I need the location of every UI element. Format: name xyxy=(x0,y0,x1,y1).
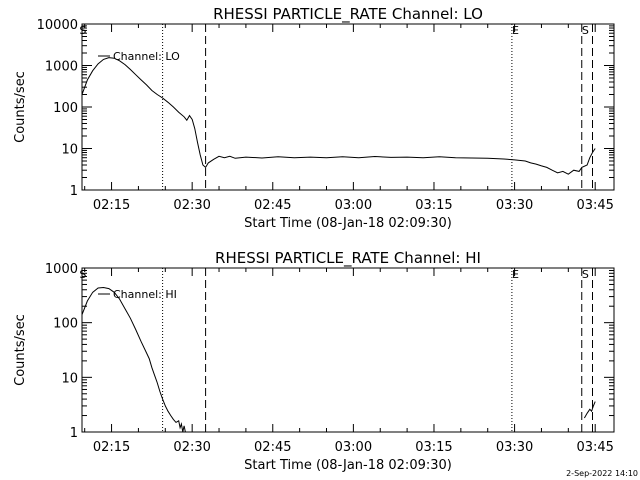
chart-0-xlabel: Start Time (08-Jan-18 02:09:30) xyxy=(244,216,452,231)
chart-0-ytick-label: 1 xyxy=(70,184,78,199)
chart-0-ylabel: Counts/sec xyxy=(13,71,28,143)
chart-0-xtick-label: 02:45 xyxy=(254,198,291,213)
chart-0-xtick-label: 03:00 xyxy=(335,198,372,213)
panel-hi: RHESSI PARTICLE_RATE Channel: HI Start Ti… xyxy=(13,249,615,473)
chart-1-ytick-label: 1000 xyxy=(45,262,78,277)
chart-1-ytick-label: 1 xyxy=(70,426,78,441)
chart-0-ytick-label: 100 xyxy=(53,101,78,116)
chart-0-ytick-label: 10000 xyxy=(37,18,78,33)
chart-0-xtick-label: 03:30 xyxy=(496,198,533,213)
chart-1-xtick-label: 02:30 xyxy=(173,440,210,455)
chart-0-ytick-label: 10 xyxy=(61,143,78,158)
chart-0-xtick-label: 03:45 xyxy=(576,198,613,213)
chart-0-marker-label: S xyxy=(582,24,589,37)
chart-1-marker-label: S xyxy=(582,268,589,281)
chart-1-marker-label: S xyxy=(79,268,86,281)
chart-1-xtick-label: 03:45 xyxy=(576,440,613,455)
chart-1-title: RHESSI PARTICLE_RATE Channel: HI xyxy=(215,249,481,268)
chart-1-xtick-label: 02:45 xyxy=(254,440,291,455)
footer-timestamp: 2-Sep-2022 14:10 xyxy=(566,469,638,478)
chart-0-xtick-label: 03:15 xyxy=(415,198,452,213)
panel-lo: RHESSI PARTICLE_RATE Channel: LO Start Ti… xyxy=(13,5,615,231)
chart-1-xtick-label: 03:00 xyxy=(335,440,372,455)
chart-1-ytick-label: 100 xyxy=(53,317,78,332)
chart-0-xtick-label: 02:30 xyxy=(173,198,210,213)
chart-1-xtick-label: 02:15 xyxy=(93,440,130,455)
chart-0-legend-label: Channel: LO xyxy=(113,50,180,63)
chart-1-series-line xyxy=(583,401,596,419)
chart-0-xtick-label: 02:15 xyxy=(93,198,130,213)
chart-0-marker-label: E xyxy=(512,24,519,37)
chart-1-xtick-label: 03:15 xyxy=(415,440,452,455)
chart-1-xlabel: Start Time (08-Jan-18 02:09:30) xyxy=(244,458,452,473)
chart-1-ytick-label: 10 xyxy=(61,371,78,386)
chart-1-frame xyxy=(81,267,615,433)
chart-0-title: RHESSI PARTICLE_RATE Channel: LO xyxy=(213,5,483,24)
chart-0-ytick-label: 1000 xyxy=(45,60,78,75)
chart-1-legend-label: Channel: HI xyxy=(113,288,177,301)
chart-0-marker-label: S xyxy=(79,24,86,37)
chart-0-series-line xyxy=(81,57,596,175)
chart-1-ylabel: Counts/sec xyxy=(13,314,28,386)
chart-1-xtick-label: 03:30 xyxy=(496,440,533,455)
chart-0-frame xyxy=(81,23,615,191)
chart-1-marker-label: E xyxy=(512,268,519,281)
chart-1-series-line xyxy=(81,286,186,433)
